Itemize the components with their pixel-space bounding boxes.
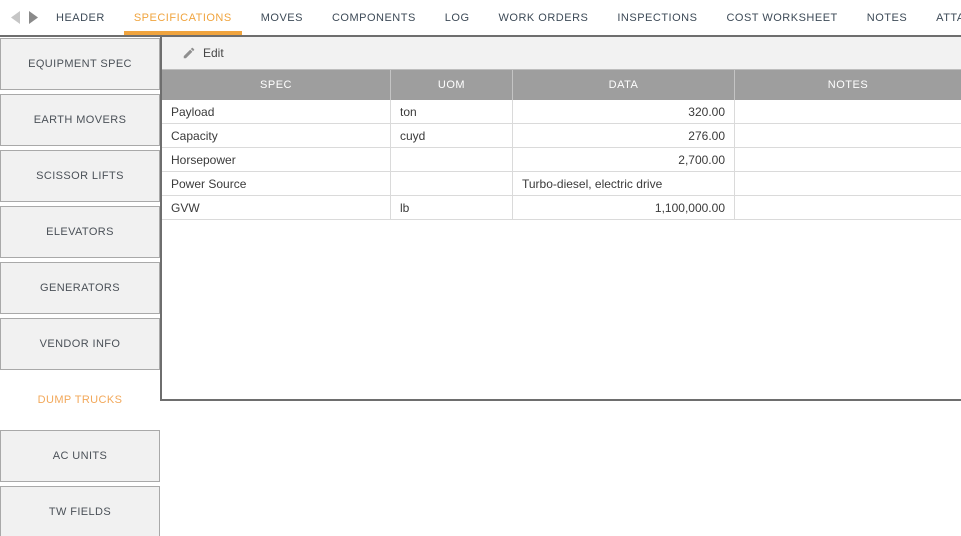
sidebar-item-ac-units[interactable]: AC UNITS (0, 430, 160, 482)
spec-toolbar: Edit (162, 37, 961, 70)
data-cell: 320.00 (513, 100, 735, 123)
pencil-icon (183, 47, 195, 59)
spec-cell: Horsepower (162, 148, 391, 171)
sidebar-item-equipment-spec[interactable]: EQUIPMENT SPEC (0, 38, 160, 90)
spec-cell: GVW (162, 196, 391, 219)
tab-components[interactable]: COMPONENTS (331, 11, 416, 24)
spec-cell: Power Source (162, 172, 391, 195)
tab-attachments[interactable]: ATTACHM (936, 11, 961, 24)
data-cell: 276.00 (513, 124, 735, 147)
sidebar-item-earth-movers[interactable]: EARTH MOVERS (0, 94, 160, 146)
tab-specifications[interactable]: SPECIFICATIONS (123, 0, 242, 35)
uom-cell (391, 172, 513, 195)
table-row-payload[interactable]: Payload ton 320.00 (162, 100, 961, 124)
table-row-gvw[interactable]: GVW lb 1,100,000.00 (162, 196, 961, 220)
notes-cell (735, 172, 961, 195)
column-header-spec: SPEC (162, 70, 391, 100)
spec-cell: Capacity (162, 124, 391, 147)
spec-category-sidebar: EQUIPMENT SPEC EARTH MOVERS SCISSOR LIFT… (0, 38, 160, 536)
spec-cell: Payload (162, 100, 391, 123)
column-header-notes: NOTES (827, 79, 869, 91)
edit-button[interactable]: Edit (182, 46, 224, 60)
top-tab-bar: HEADER SPECIFICATIONS MOVES COMPONENTS L… (0, 0, 961, 35)
tab-cost-worksheet[interactable]: COST WORKSHEET (726, 11, 838, 24)
notes-cell (735, 124, 961, 147)
tab-work-orders[interactable]: WORK ORDERS (498, 11, 589, 24)
sidebar-item-generators[interactable]: GENERATORS (0, 262, 160, 314)
tab-moves[interactable]: MOVES (260, 11, 303, 24)
chevron-left-icon[interactable] (9, 10, 21, 25)
edit-button-label: Edit (203, 46, 224, 60)
uom-cell: cuyd (391, 124, 513, 147)
uom-cell: lb (391, 196, 513, 219)
uom-cell (391, 148, 513, 171)
tab-inspections[interactable]: INSPECTIONS (617, 11, 698, 24)
sidebar-item-scissor-lifts[interactable]: SCISSOR LIFTS (0, 150, 160, 202)
data-cell: 2,700.00 (513, 148, 735, 171)
tab-header[interactable]: HEADER (56, 11, 105, 24)
tab-scroll-arrows (9, 10, 40, 25)
sidebar-item-vendor-info[interactable]: VENDOR INFO (0, 318, 160, 370)
tab-notes[interactable]: NOTES (866, 11, 908, 24)
tab-log[interactable]: LOG (444, 11, 470, 24)
spec-table-header: SPEC UOM DATA NOTES (162, 70, 961, 100)
spec-content-panel: Edit SPEC UOM DATA NOTES Payload ton 320… (160, 37, 961, 401)
table-row-horsepower[interactable]: Horsepower 2,700.00 (162, 148, 961, 172)
table-row-power-source[interactable]: Power Source Turbo-diesel, electric driv… (162, 172, 961, 196)
data-cell: 1,100,000.00 (513, 196, 735, 219)
notes-cell (735, 148, 961, 171)
uom-cell: ton (391, 100, 513, 123)
sidebar-item-tw-fields[interactable]: TW FIELDS (0, 486, 160, 536)
sidebar-item-elevators[interactable]: ELEVATORS (0, 206, 160, 258)
data-cell: Turbo-diesel, electric drive (513, 172, 735, 195)
sidebar-item-dump-trucks[interactable]: DUMP TRUCKS (0, 374, 160, 426)
notes-cell (735, 196, 961, 219)
column-header-uom: UOM (391, 70, 513, 100)
column-header-data: DATA (513, 70, 735, 100)
chevron-right-icon[interactable] (28, 10, 40, 25)
tabbar-divider (0, 35, 961, 37)
notes-cell (735, 100, 961, 123)
table-row-capacity[interactable]: Capacity cuyd 276.00 (162, 124, 961, 148)
